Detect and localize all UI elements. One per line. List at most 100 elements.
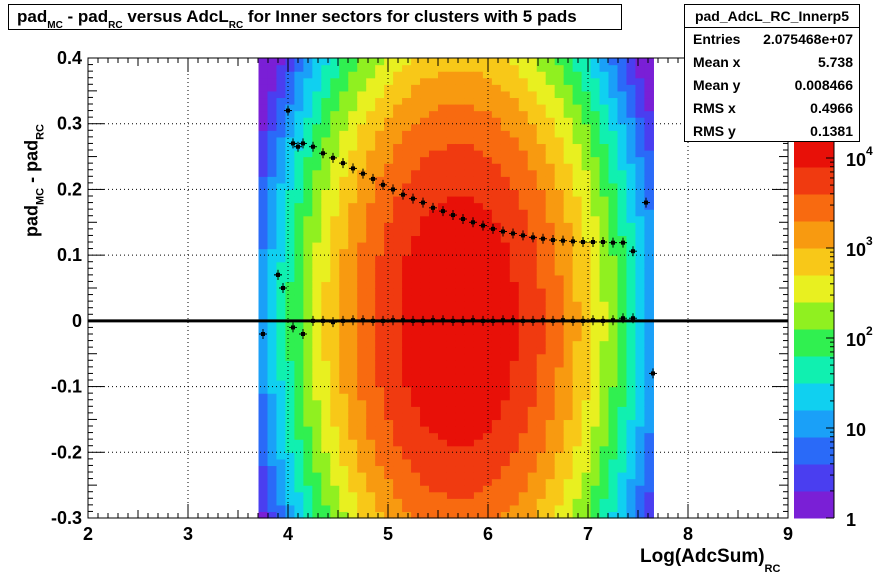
heatmap-cell — [635, 478, 646, 486]
heatmap-cell — [509, 156, 520, 164]
heatmap-cell — [626, 458, 637, 467]
heatmap-cell — [366, 301, 376, 309]
heatmap-cell — [617, 307, 628, 315]
heatmap-cell — [366, 294, 376, 302]
heatmap-cell — [464, 432, 475, 440]
heatmap-cell — [536, 242, 547, 250]
heatmap-cell — [491, 274, 502, 283]
heatmap-cell — [473, 77, 484, 85]
heatmap-cell — [330, 320, 340, 329]
heatmap-cell — [509, 511, 520, 519]
heatmap-cell — [509, 327, 520, 335]
heatmap-cell — [366, 222, 376, 230]
heatmap-cell — [482, 360, 493, 368]
heatmap-cell — [581, 130, 592, 138]
heatmap-cell — [294, 274, 304, 283]
heatmap-cell — [581, 156, 592, 164]
heatmap-cell — [617, 202, 628, 210]
heatmap-cell — [330, 347, 340, 355]
heatmap-cell — [375, 511, 385, 519]
heatmap-cell — [411, 169, 421, 177]
heatmap-cell — [455, 327, 466, 335]
heatmap-cell — [446, 334, 457, 342]
heatmap-cell — [509, 196, 520, 204]
heatmap-cell — [384, 261, 394, 269]
heatmap-cell — [590, 399, 601, 407]
heatmap-cell — [438, 347, 448, 355]
heatmap-cell — [339, 340, 349, 348]
heatmap-cell — [267, 156, 278, 164]
heatmap-cell — [554, 353, 565, 361]
heatmap-cell — [509, 150, 520, 158]
heatmap-cell — [303, 90, 313, 99]
heatmap-cell — [402, 242, 412, 250]
heatmap-cell — [303, 445, 313, 453]
heatmap-cell — [303, 255, 313, 263]
heatmap-cell — [572, 136, 583, 145]
heatmap-cell — [464, 327, 475, 335]
heatmap-cell — [464, 268, 475, 276]
heatmap-cell — [303, 97, 313, 105]
heatmap-cell — [402, 130, 412, 138]
heatmap-cell — [626, 412, 637, 421]
heatmap-cell — [348, 117, 358, 125]
heatmap-cell — [590, 156, 601, 164]
heatmap-cell — [608, 399, 619, 407]
heatmap-cell — [339, 143, 349, 151]
heatmap-cell — [464, 445, 475, 453]
heatmap-cell — [536, 182, 547, 191]
heatmap-cell — [330, 143, 340, 151]
heatmap-cell — [536, 498, 547, 506]
heatmap-cell — [321, 196, 331, 204]
profile-rms-point — [284, 105, 292, 116]
heatmap-cell — [599, 498, 610, 506]
heatmap-cell — [330, 399, 340, 407]
heatmap-cell — [554, 458, 565, 467]
heatmap-cell — [518, 504, 529, 513]
heatmap-cell — [375, 58, 385, 66]
heatmap-cell — [258, 202, 269, 210]
heatmap-cell — [590, 261, 601, 269]
heatmap-cell — [509, 222, 520, 230]
heatmap-cell — [455, 163, 466, 171]
heatmap-cell — [429, 301, 439, 309]
heatmap-cell — [554, 399, 565, 407]
heatmap-cell — [402, 458, 412, 467]
heatmap-cell — [536, 380, 547, 388]
heatmap-cell — [563, 136, 574, 145]
profile-rms-point — [559, 235, 567, 246]
heatmap-cell — [572, 163, 583, 171]
heatmap-cell — [491, 452, 502, 460]
heatmap-cell — [518, 419, 529, 427]
heatmap-cell — [294, 412, 304, 421]
profile-rms-point — [294, 141, 302, 152]
heatmap-cell — [267, 393, 278, 401]
heatmap-cell — [402, 353, 412, 361]
heatmap-cell — [617, 491, 628, 499]
heatmap-cell — [626, 465, 637, 473]
heatmap-cell — [294, 301, 304, 309]
heatmap-cell — [626, 71, 637, 79]
heatmap-cell — [366, 380, 376, 388]
svg-text:4: 4 — [866, 144, 873, 158]
heatmap-cell — [348, 485, 358, 493]
heatmap-cell — [581, 202, 592, 210]
heatmap-cell — [285, 104, 296, 112]
heatmap-cell — [464, 373, 475, 381]
heatmap-cell — [429, 498, 439, 506]
heatmap-cell — [536, 426, 547, 434]
heatmap-cell — [321, 353, 331, 361]
heatmap-cell — [420, 136, 430, 145]
heatmap-cell — [644, 307, 654, 315]
heatmap-cell — [303, 77, 313, 85]
heatmap-cell — [581, 307, 592, 315]
heatmap-cell — [402, 288, 412, 296]
heatmap-cell — [536, 64, 547, 72]
heatmap-cell — [402, 163, 412, 171]
heatmap-cell — [446, 228, 457, 237]
heatmap-cell — [644, 465, 654, 473]
heatmap-cell — [491, 294, 502, 302]
heatmap-cell — [536, 301, 547, 309]
heatmap-cell — [455, 419, 466, 427]
heatmap-cell — [581, 478, 592, 486]
